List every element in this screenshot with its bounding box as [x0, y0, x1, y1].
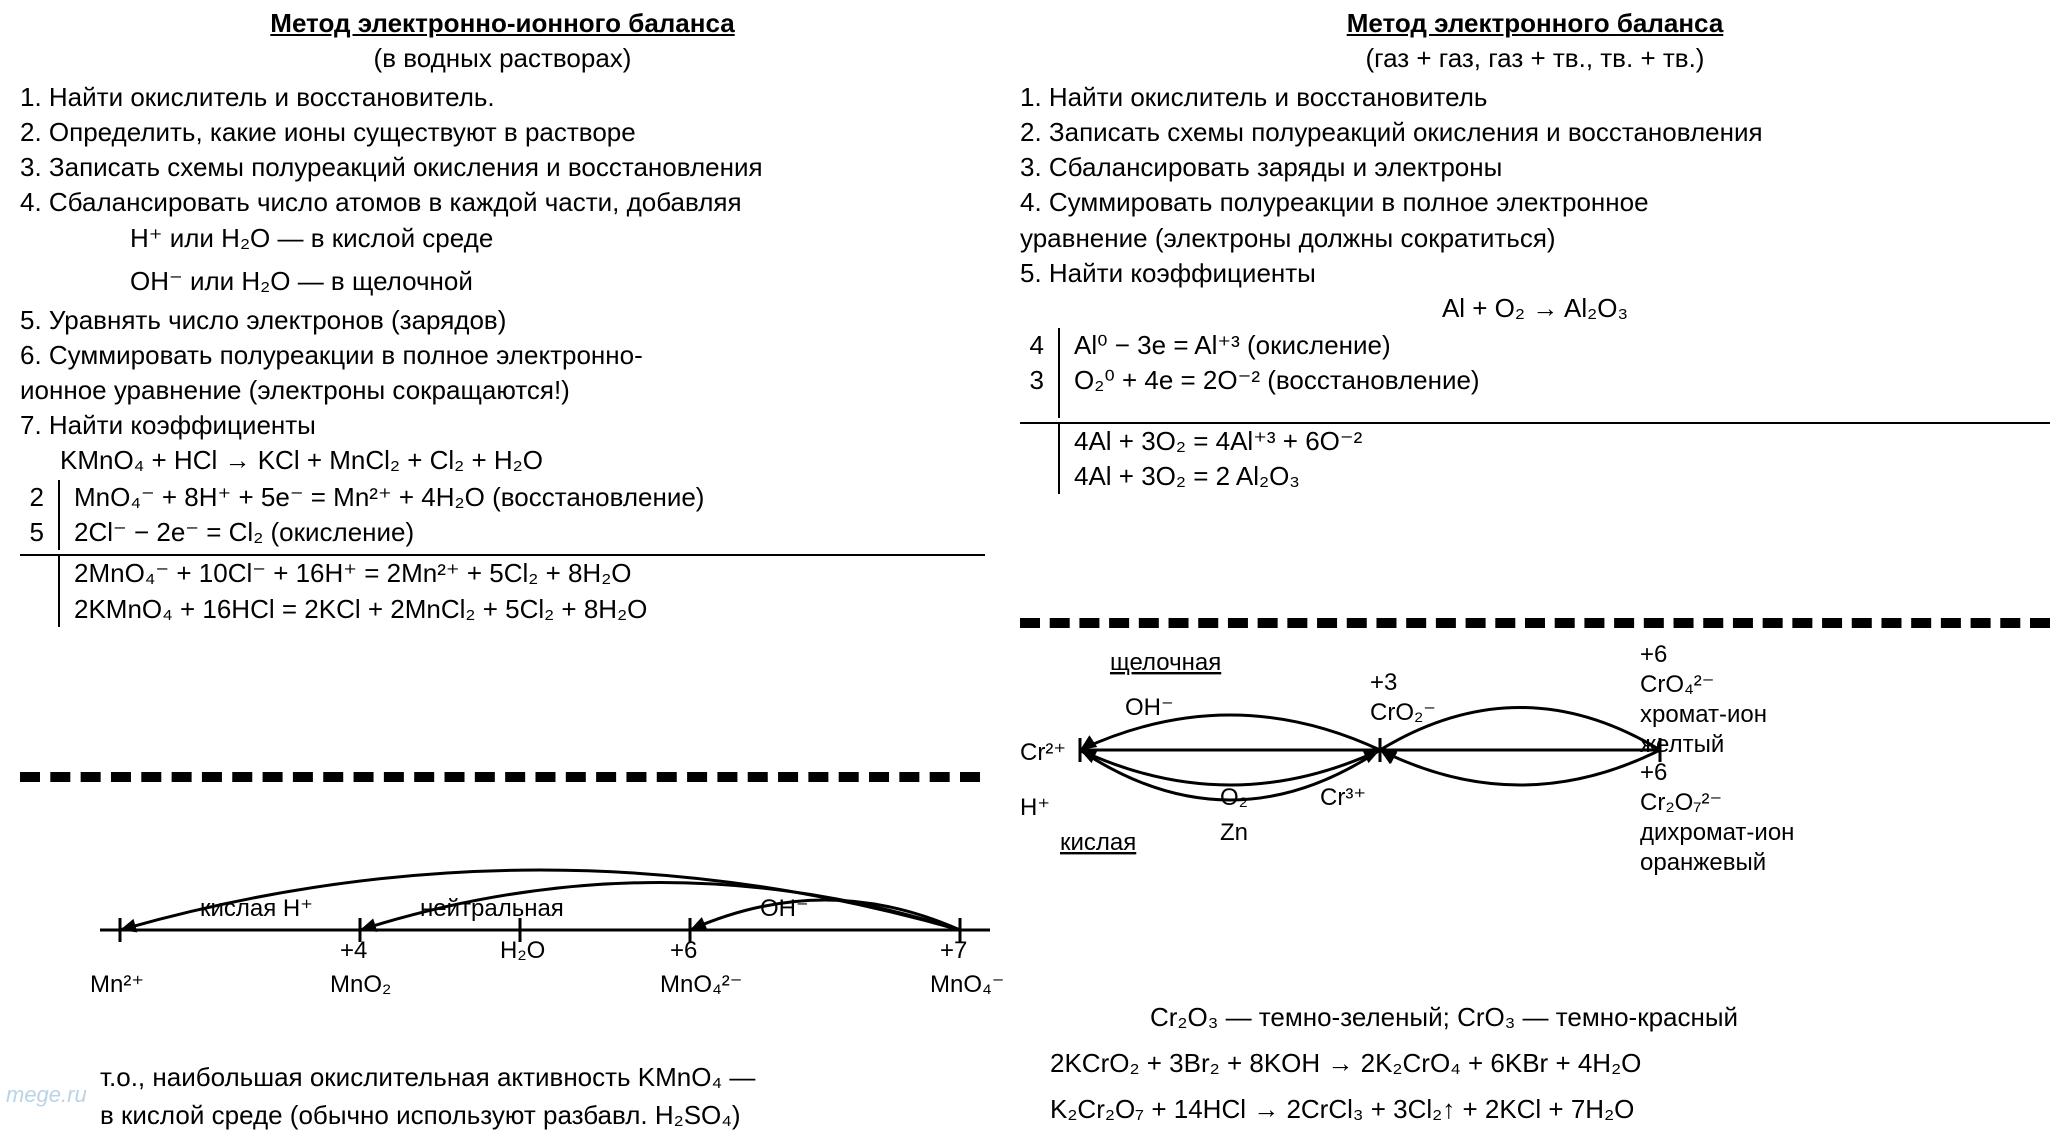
left-note2: в кислой среде (обычно используют разбав… — [100, 1098, 741, 1133]
step: 1. Найти окислитель и восстановитель — [1020, 80, 2050, 115]
svg-text:Cr²⁺: Cr²⁺ — [1020, 739, 1066, 766]
mult-empty — [1020, 398, 1060, 418]
mult: 5 — [20, 515, 60, 550]
step: 5. Найти коэффициенты — [1020, 256, 2050, 291]
right-footer-0: Cr₂O₃ — темно-зеленый; CrO₃ — темно-крас… — [1150, 1000, 1738, 1035]
right-footer-2: K₂Cr₂O₇ + 14HCl → 2CrCl₃ + 3Cl₂↑ + 2KCl … — [1050, 1092, 1634, 1127]
svg-text:H₂O: H₂O — [500, 937, 545, 964]
svg-text:OH⁻: OH⁻ — [760, 895, 809, 922]
step: 6. Суммировать полуреакции в полное элек… — [20, 338, 985, 373]
sum-eq: 4Al + 3O₂ = 2 Al₂O₃ — [1060, 459, 2050, 494]
left-steps-1: 1. Найти окислитель и восстановитель. 2.… — [20, 80, 985, 220]
svg-text:+6: +6 — [670, 937, 697, 964]
half-eq: 2Cl⁻ − 2e⁻ = Cl₂ (окисление) — [60, 515, 985, 550]
svg-text:H⁺: H⁺ — [1020, 794, 1050, 821]
sum-eq: 2KMnO₄ + 16HCl = 2KCl + 2MnCl₂ + 5Cl₂ + … — [60, 592, 985, 627]
half-eq: Al⁰ − 3e = Al⁺³ (окисление) — [1060, 328, 2050, 363]
svg-text:кислая: кислая — [1060, 829, 1136, 856]
svg-text:оранжевый: оранжевый — [1640, 849, 1766, 876]
left-steps-2: 5. Уравнять число электронов (зарядов) 6… — [20, 303, 985, 443]
left-sub: (в водных растворах) — [20, 41, 985, 76]
cr-diagram: щелочная OH⁻ +3 CrO₂⁻ +6 CrO₄²⁻ хромат-ион желт… — [1020, 630, 2040, 1009]
svg-text:O₂: O₂ — [1220, 784, 1248, 811]
watermark: mege.ru — [6, 1080, 87, 1110]
half-eq: MnO₄⁻ + 8H⁺ + 5e⁻ = Mn²⁺ + 4H₂O (восстан… — [60, 480, 985, 515]
step: 5. Уравнять число электронов (зарядов) — [20, 303, 985, 338]
left-main-eq: KMnO₄ + HCl → KCl + MnCl₂ + Cl₂ + H₂O — [60, 443, 985, 478]
svg-text:+4: +4 — [340, 937, 367, 964]
left-column: Метод электронно-ионного баланса (в водн… — [20, 0, 985, 627]
mult-empty — [1020, 459, 1060, 494]
step: 1. Найти окислитель и восстановитель. — [20, 80, 985, 115]
mult-empty — [20, 556, 60, 591]
left-note1: т.о., наибольшая окислительная активност… — [100, 1060, 755, 1095]
svg-text:желтый: желтый — [1640, 731, 1724, 758]
right-footer-1: 2KCrO₂ + 3Br₂ + 8KOH → 2K₂CrO₄ + 6KBr + … — [1050, 1046, 1641, 1081]
mult: 4 — [1020, 328, 1060, 363]
svg-text:MnO₂: MnO₂ — [330, 971, 391, 998]
right-steps: 1. Найти окислитель и восстановитель 2. … — [1020, 80, 2050, 291]
step: 4. Суммировать полуреакции в полное элек… — [1020, 185, 2050, 220]
svg-text:нейтральная: нейтральная — [420, 895, 564, 922]
svg-text:CrO₄²⁻: CrO₄²⁻ — [1640, 671, 1714, 698]
step: 4. Сбалансировать число атомов в каждой … — [20, 185, 985, 220]
svg-text:хромат-ион: хромат-ион — [1640, 701, 1767, 728]
step: ионное уравнение (электроны сокращаются!… — [20, 373, 985, 408]
right-title: Метод электронного баланса — [1020, 6, 2050, 41]
left-title: Метод электронно-ионного баланса — [20, 6, 985, 41]
svg-text:+7: +7 — [940, 937, 967, 964]
svg-text:OH⁻: OH⁻ — [1125, 694, 1174, 721]
sum-eq: 2MnO₄⁻ + 10Cl⁻ + 16H⁺ = 2Mn²⁺ + 5Cl₂ + 8… — [60, 556, 985, 591]
empty — [1060, 398, 2050, 418]
svg-text:+6: +6 — [1640, 759, 1667, 786]
svg-text:MnO₄⁻: MnO₄⁻ — [930, 971, 1004, 998]
svg-text:CrO₂⁻: CrO₂⁻ — [1370, 699, 1436, 726]
page: Метод электронно-ионного баланса (в водн… — [0, 0, 2070, 1148]
mult: 2 — [20, 480, 60, 515]
sum-eq: 4Al + 3O₂ = 4Al⁺³ + 6O⁻² — [1060, 424, 2050, 459]
svg-text:кислая H⁺: кислая H⁺ — [200, 895, 313, 922]
mult: 3 — [1020, 363, 1060, 398]
mn-diagram: кислая H⁺ нейтральная OH⁻ +4 H₂O +6 +7 Mn²⁺ MnO₂… — [60, 800, 1020, 1049]
step: 3. Сбалансировать заряды и электроны — [1020, 150, 2050, 185]
svg-text:+3: +3 — [1370, 669, 1397, 696]
step: 3. Записать схемы полуреакций окисления … — [20, 150, 985, 185]
mult-empty — [1020, 424, 1060, 459]
svg-text:+6: +6 — [1640, 641, 1667, 668]
right-column: Метод электронного баланса (газ + газ, г… — [1020, 0, 2050, 494]
step: 2. Определить, какие ионы существуют в р… — [20, 115, 985, 150]
step: уравнение (электроны должны сократиться) — [1020, 221, 2050, 256]
svg-text:MnO₄²⁻: MnO₄²⁻ — [660, 971, 742, 998]
svg-text:щелочная: щелочная — [1110, 649, 1221, 676]
step: 7. Найти коэффициенты — [20, 408, 985, 443]
step4a: H⁺ или H₂O — в кислой среде — [130, 221, 985, 256]
svg-text:дихромат-ион: дихромат-ион — [1640, 819, 1794, 846]
right-main-eq: Al + O₂ → Al₂O₃ — [1020, 291, 2050, 326]
step: 2. Записать схемы полуреакций окисления … — [1020, 115, 2050, 150]
svg-text:Cr³⁺: Cr³⁺ — [1320, 784, 1366, 811]
step4b: OH⁻ или H₂O — в щелочной — [130, 264, 985, 299]
right-sub: (газ + газ, газ + тв., тв. + тв.) — [1020, 41, 2050, 76]
svg-text:Mn²⁺: Mn²⁺ — [90, 971, 144, 998]
half-eq: O₂⁰ + 4e = 2O⁻² (восстановление) — [1060, 363, 2050, 398]
right-half-reactions: 4Al⁰ − 3e = Al⁺³ (окисление) 3O₂⁰ + 4e =… — [1020, 328, 2050, 494]
svg-text:Cr₂O₇²⁻: Cr₂O₇²⁻ — [1640, 789, 1722, 816]
mult-empty — [20, 592, 60, 627]
svg-text:Zn: Zn — [1220, 819, 1248, 846]
left-half-reactions: 2MnO₄⁻ + 8H⁺ + 5e⁻ = Mn²⁺ + 4H₂O (восста… — [20, 480, 985, 626]
